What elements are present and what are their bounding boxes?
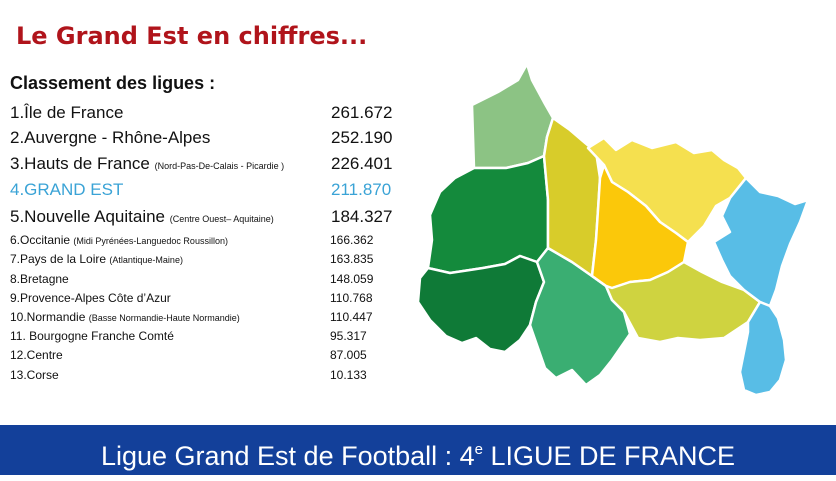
league-name: 8.Bretagne: [10, 272, 69, 286]
league-note: (Midi Pyrénées-Languedoc Roussillon): [73, 236, 228, 246]
league-name: 3.Hauts de France: [10, 154, 150, 173]
league-name: 4.GRAND EST: [10, 180, 124, 199]
license-count: 87.005: [330, 348, 367, 362]
license-count: 252.190: [331, 128, 393, 147]
league-name: 11. Bourgogne Franche Comté: [10, 329, 174, 343]
license-count: 110.447: [330, 310, 373, 324]
banner-text-end: LIGUE DE FRANCE: [483, 441, 736, 471]
league-note: (Nord-Pas-De-Calais - Picardie ): [154, 161, 285, 171]
license-count: 226.401: [331, 154, 393, 173]
league-name: 6.Occitanie: [10, 233, 71, 247]
league-name: 10.Normandie: [10, 310, 86, 324]
license-count: 261.672: [331, 103, 393, 122]
license-count: 163.835: [330, 252, 374, 266]
license-count: 110.768: [330, 291, 373, 305]
league-name: 2.Auvergne - Rhône-Alpes: [10, 128, 211, 147]
license-count: 184.327: [331, 207, 393, 226]
license-count: 148.059: [330, 272, 374, 286]
banner-superscript: e: [474, 441, 484, 458]
map-region-marne: [426, 154, 550, 275]
league-name: 12.Centre: [10, 348, 63, 362]
footer-banner: Ligue Grand Est de Football : 4e LIGUE D…: [0, 425, 836, 475]
league-note: (Basse Normandie-Haute Normandie): [88, 313, 240, 323]
league-name: 13.Corse: [10, 368, 59, 382]
grand-est-map: [416, 62, 810, 397]
map-region-ardennes: [470, 62, 555, 170]
license-count: 95.317: [330, 329, 367, 343]
map-region-haut-rhin: [738, 300, 788, 397]
league-note: (Centre Ouest– Aquitaine): [169, 214, 274, 224]
league-name: 9.Provence-Alpes Côte d’Azur: [10, 291, 171, 305]
banner-text: Ligue Grand Est de Football : 4: [100, 441, 475, 471]
league-name: 5.Nouvelle Aquitaine: [10, 207, 166, 226]
league-note: (Atlantique-Maine): [109, 255, 183, 265]
license-count: 10.133: [330, 368, 367, 382]
ranking-heading: Classement des ligues :: [10, 73, 216, 93]
league-name: 7.Pays de la Loire: [10, 252, 107, 266]
page-title: Le Grand Est en chiffres...: [16, 22, 368, 50]
map-region-aube: [416, 254, 546, 354]
license-count: 211.870: [331, 180, 392, 199]
league-name: 1.Île de France: [10, 103, 124, 122]
license-count: 166.362: [330, 233, 374, 247]
